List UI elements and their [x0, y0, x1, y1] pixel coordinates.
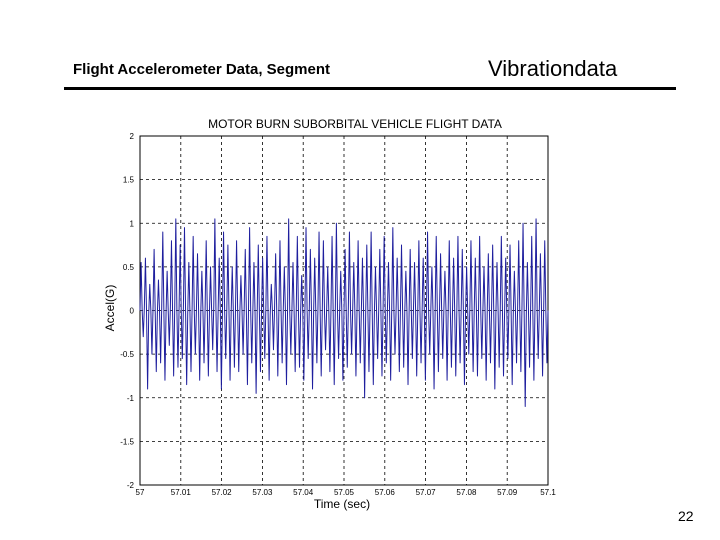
slide-header: Flight Accelerometer Data, Segment Vibra…	[0, 0, 720, 100]
y-tick-label: 1.5	[123, 176, 135, 185]
header-rule	[64, 87, 676, 90]
x-tick-label: 57.06	[375, 488, 396, 497]
accel-time-history-chart: MOTOR BURN SUBORBITAL VEHICLE FLIGHT DAT…	[103, 117, 557, 511]
x-tick-labels: 57 57.01 57.02 57.03 57.04 57.05 57.06 57.07 57.…	[136, 488, 557, 497]
y-axis-label: Accel(G)	[103, 285, 117, 332]
accel-trace	[139, 218, 549, 407]
y-tick-label: -2	[127, 481, 135, 490]
y-tick-label: 0.5	[123, 263, 135, 272]
x-tick-label: 57.08	[456, 488, 477, 497]
page-number: 22	[678, 508, 694, 524]
x-tick-label: 57.03	[252, 488, 273, 497]
x-tick-label: 57	[136, 488, 145, 497]
slide-brand: Vibrationdata	[488, 56, 618, 81]
x-tick-label: 57.1	[540, 488, 556, 497]
y-tick-label: -1.5	[120, 437, 134, 446]
y-tick-label: -0.5	[120, 350, 134, 359]
y-tick-label: 0	[130, 307, 135, 316]
x-tick-label: 57.04	[293, 488, 314, 497]
x-tick-label: 57.02	[212, 488, 233, 497]
y-tick-label: 2	[130, 132, 135, 141]
x-tick-label: 57.05	[334, 488, 355, 497]
slide-subtitle: Flight Accelerometer Data, Segment	[73, 61, 331, 78]
x-tick-label: 57.07	[416, 488, 437, 497]
x-axis-label: Time (sec)	[314, 497, 370, 511]
chart-title: MOTOR BURN SUBORBITAL VEHICLE FLIGHT DAT…	[208, 117, 502, 131]
x-tick-label: 57.01	[171, 488, 192, 497]
y-tick-labels: 2 1.5 1 0.5 0 -0.5 -1 -1.5 -2	[120, 132, 134, 490]
y-tick-label: -1	[127, 394, 135, 403]
x-tick-label: 57.09	[497, 488, 518, 497]
y-tick-label: 1	[130, 219, 135, 228]
